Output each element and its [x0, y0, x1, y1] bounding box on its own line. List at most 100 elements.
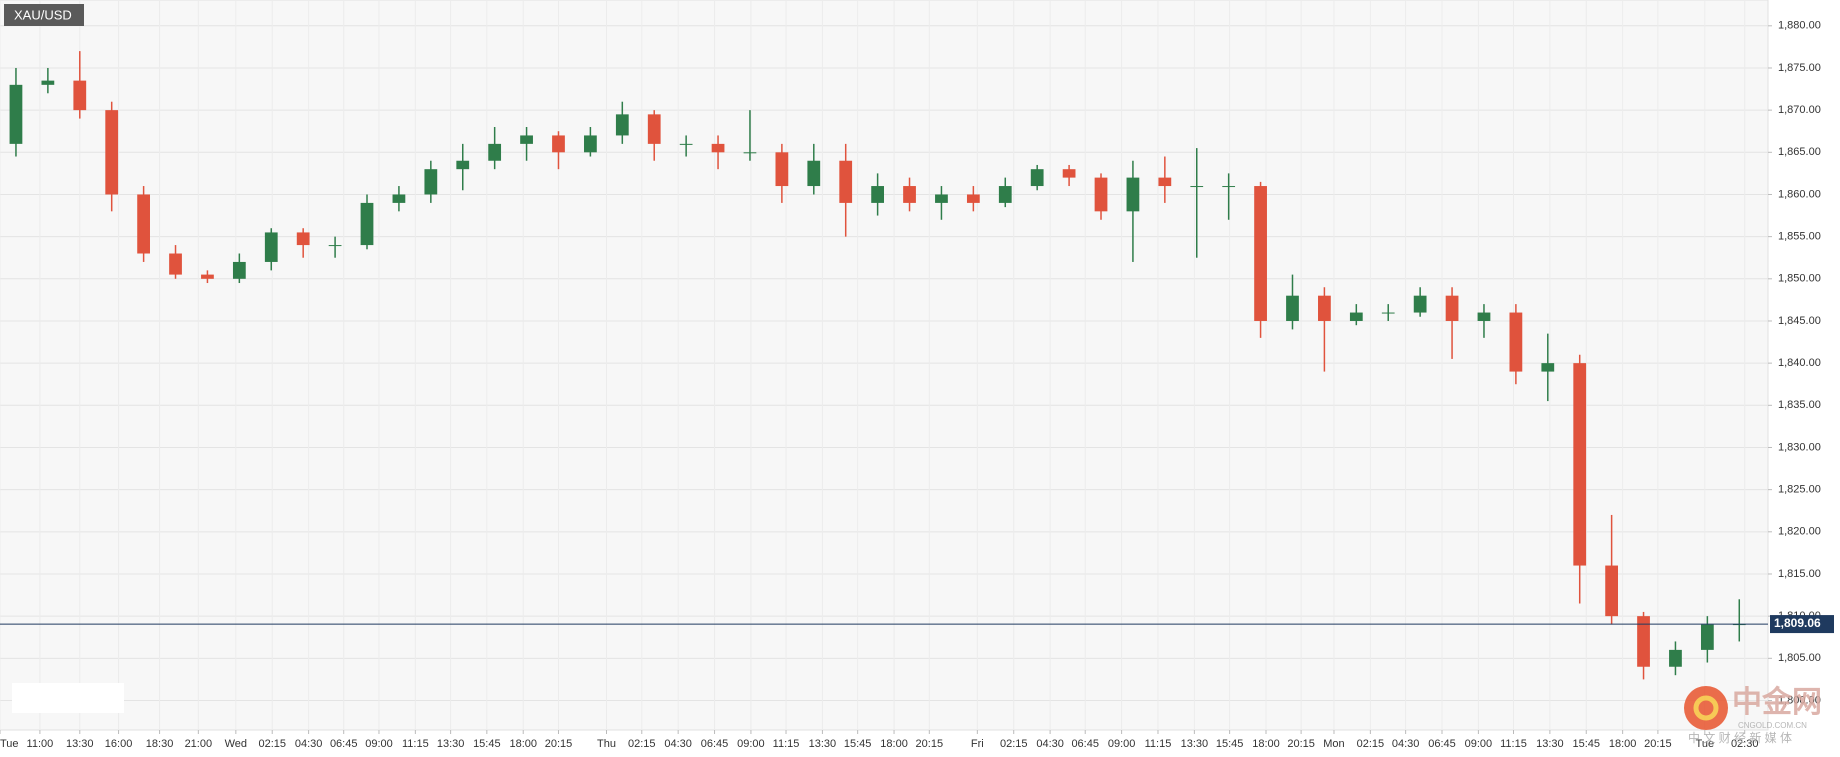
watermark-name: 中金网 [1732, 685, 1822, 719]
candle-body [360, 202, 374, 246]
candle-body [1126, 177, 1140, 212]
x-tick-label: 15:45 [1216, 738, 1244, 750]
candle-body [520, 135, 533, 144]
candle-body [1318, 295, 1331, 321]
x-tick-label: Mon [1323, 738, 1344, 750]
candle-body [105, 110, 119, 195]
x-tick-label: 15:45 [473, 738, 501, 750]
x-tick-label: 13:30 [1536, 738, 1564, 750]
x-tick-label: 06:45 [1428, 738, 1456, 750]
y-tick-label: 1,830.00 [1778, 441, 1821, 453]
x-tick-label: 11:15 [402, 738, 429, 750]
y-tick-label: 1,835.00 [1778, 399, 1821, 411]
candle-body [296, 232, 310, 246]
candle-body [1349, 312, 1363, 321]
x-tick-label: 09:00 [1108, 738, 1136, 750]
y-tick-label: 1,875.00 [1778, 62, 1821, 74]
x-tick-label: Tue [0, 738, 19, 750]
candle-body [1605, 565, 1619, 617]
x-tick-label: 18:00 [1609, 738, 1637, 750]
x-tick-label: 04:30 [664, 738, 692, 750]
candle-body [1700, 624, 1714, 650]
candle-body [1669, 649, 1682, 667]
candle-body [1254, 186, 1267, 321]
x-tick-label: Wed [225, 738, 247, 750]
watermark-site: CNGOLD.COM.CN [1738, 721, 1807, 730]
x-tick-label: 04:30 [1392, 738, 1420, 750]
candle-body [1062, 169, 1076, 178]
candle-body [998, 186, 1012, 203]
candle-body [264, 232, 278, 262]
candle-body [1541, 363, 1555, 372]
candle-body [1381, 312, 1395, 314]
x-tick-label: 20:15 [1644, 738, 1672, 750]
x-tick-label: 13:30 [66, 738, 94, 750]
x-tick-label: 02:15 [628, 738, 656, 750]
candle-body [169, 253, 182, 275]
candle-body [807, 160, 821, 187]
candle-body [41, 80, 55, 85]
candle-body [1190, 186, 1204, 188]
candle-body [647, 114, 661, 144]
candle-body [137, 194, 150, 254]
x-tick-label: 06:45 [1071, 738, 1099, 750]
y-tick-label: 1,880.00 [1778, 20, 1821, 32]
x-tick-label: 04:30 [1036, 738, 1064, 750]
candle-body [73, 80, 87, 111]
x-tick-label: Tue [1696, 738, 1715, 750]
x-tick-label: 09:00 [365, 738, 393, 750]
candle-body [1637, 616, 1650, 667]
candle-body [711, 143, 725, 153]
x-tick-label: 11:15 [1500, 738, 1527, 750]
candle-body [1158, 177, 1172, 187]
watermark-slogan: 中 文 财 经 新 媒 体 [1688, 730, 1792, 745]
watermark: 中金网 CNGOLD.COM.CN 中 文 财 经 新 媒 体 [1684, 685, 1822, 745]
x-tick-label: 13:30 [437, 738, 465, 750]
x-tick-label: 02:15 [1357, 738, 1385, 750]
last-price-label: 1,809.06 [1774, 616, 1821, 630]
x-tick-label: 09:00 [1465, 738, 1493, 750]
candle-body [743, 152, 757, 154]
candle-body [1445, 295, 1459, 321]
x-tick-label: 06:45 [330, 738, 358, 750]
y-tick-label: 1,815.00 [1778, 568, 1821, 580]
candle-body [9, 84, 23, 144]
x-tick-label: 20:15 [1287, 738, 1315, 750]
candle-body [1477, 312, 1491, 321]
candle-body [615, 114, 629, 136]
candle-body [679, 143, 693, 145]
y-tick-label: 1,865.00 [1778, 146, 1821, 158]
chart-title: XAU/USD [14, 7, 72, 22]
x-tick-label: Thu [597, 738, 616, 750]
candle-body [871, 186, 884, 203]
candle-body [1222, 186, 1236, 188]
y-tick-label: 1,870.00 [1778, 104, 1821, 116]
candle-body [424, 169, 438, 195]
x-tick-label: 18:00 [509, 738, 537, 750]
x-tick-label: 11:15 [773, 738, 800, 750]
candle-body [1030, 169, 1044, 187]
x-tick-label: 13:30 [809, 738, 837, 750]
candle-body [903, 186, 916, 203]
title-badge [4, 4, 84, 26]
candle-body [392, 194, 406, 203]
candle-body [1413, 295, 1427, 313]
x-tick-label: 09:00 [737, 738, 765, 750]
x-tick-label: 20:15 [916, 738, 944, 750]
y-tick-label: 1,820.00 [1778, 526, 1821, 538]
x-tick-label: 18:30 [146, 738, 174, 750]
candle-body [1573, 363, 1587, 566]
y-tick-label: 1,845.00 [1778, 315, 1821, 327]
candle-body [584, 135, 597, 153]
x-tick-label: 02:15 [258, 738, 286, 750]
x-tick-label: 18:00 [880, 738, 908, 750]
candle-body [966, 194, 980, 203]
y-tick-label: 1,850.00 [1778, 273, 1821, 285]
x-tick-label: 15:45 [1572, 738, 1600, 750]
y-tick-label: 1,800.00 [1778, 694, 1821, 706]
x-tick-label: Fri [971, 738, 984, 750]
plot-area [0, 0, 1769, 731]
candle-body [552, 135, 565, 153]
x-tick-label: 20:15 [545, 738, 573, 750]
x-tick-label: 18:00 [1252, 738, 1280, 750]
